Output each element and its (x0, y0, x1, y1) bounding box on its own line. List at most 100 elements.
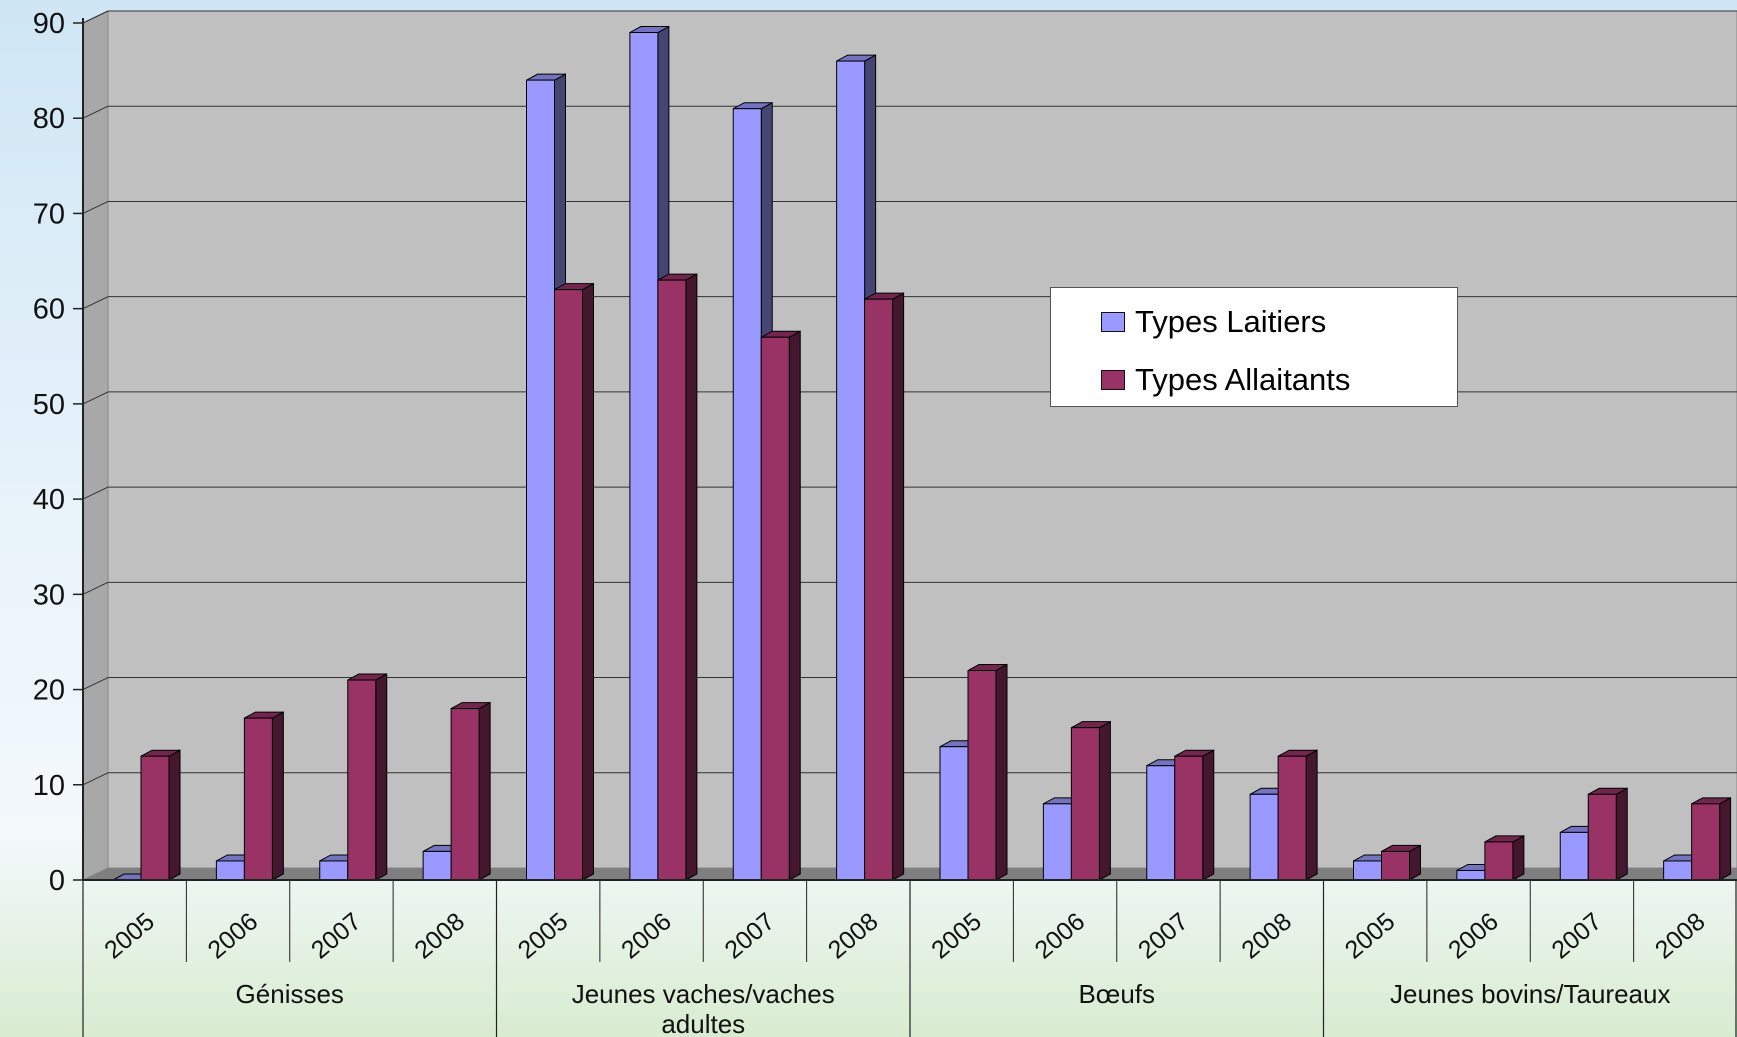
y-tick-label: 50 (33, 389, 65, 421)
x-tick-label: 2006 (1443, 907, 1504, 964)
gridline-side-40 (82, 486, 109, 500)
bar-front (939, 746, 969, 881)
bar-side (995, 663, 1008, 881)
bar-front (1587, 793, 1617, 881)
x-tick-label: 2008 (823, 907, 884, 964)
x-tick-label: 2007 (306, 907, 367, 964)
bar-front (1691, 803, 1721, 881)
bar-front (1381, 850, 1410, 881)
legend-label-series-1: Types Laitiers (1135, 304, 1327, 339)
bar-allaitants (1277, 749, 1318, 881)
bar-allaitants (864, 292, 905, 881)
x-tick-label: 2006 (616, 907, 677, 964)
bar-front (967, 670, 997, 881)
bar-front (836, 60, 866, 881)
bar-allaitants (967, 663, 1008, 881)
bar-side (1202, 749, 1215, 881)
bar-front (319, 860, 349, 881)
bar-allaitants (1070, 720, 1111, 881)
y-tick-label: 90 (33, 8, 65, 40)
bar-allaitants (760, 330, 801, 881)
x-group-label: adultes (661, 1009, 745, 1037)
bar-side (1098, 720, 1111, 881)
x-group-label: Génisses (236, 979, 344, 1009)
x-tick-label: 2005 (513, 907, 574, 964)
x-tick-label: 2008 (409, 907, 470, 964)
bar-front (140, 755, 170, 881)
bar-side (1615, 787, 1628, 881)
bar-side (892, 292, 905, 881)
plot-side-wall (82, 10, 109, 881)
chart-legend: Types Laitiers Types Allaitants (1050, 287, 1458, 407)
x-group-label: Jeunes vaches/vaches (572, 979, 835, 1009)
bar-allaitants (1484, 835, 1525, 881)
bar-front (1353, 860, 1382, 881)
bar-allaitants (1174, 749, 1215, 881)
gridline-side-90 (82, 10, 109, 24)
gridline-side-80 (82, 105, 109, 119)
bar-allaitants (140, 749, 181, 881)
gridline-side-60 (82, 296, 109, 310)
y-tick-label: 60 (33, 294, 65, 326)
legend-item-series-2: Types Allaitants (1101, 362, 1350, 398)
y-tick-label: 10 (33, 770, 65, 802)
x-tick-label: 2007 (1546, 907, 1607, 964)
legend-swatch-series-1 (1101, 312, 1125, 332)
y-tick-label: 80 (33, 103, 65, 135)
bar-allaitants (243, 711, 284, 881)
x-tick-label: 2005 (99, 907, 160, 964)
bar-allaitants (1587, 787, 1628, 881)
bar-front (450, 708, 480, 881)
bar-front (243, 717, 273, 881)
bar-side (1512, 835, 1525, 881)
bar-front (1146, 765, 1176, 881)
bar-allaitants (554, 282, 594, 881)
bar-front (1042, 803, 1072, 881)
bar-front (1663, 860, 1693, 881)
bar-front (1484, 841, 1514, 881)
bar-front (1277, 755, 1307, 881)
bar-side (1719, 796, 1732, 881)
y-tick-label: 40 (33, 484, 65, 516)
bar-front (422, 850, 452, 881)
bar-allaitants (347, 673, 388, 881)
bar-allaitants (450, 701, 491, 881)
y-tick-label: 70 (33, 198, 65, 230)
bar-front (526, 79, 555, 881)
legend-label-series-2: Types Allaitants (1135, 362, 1351, 397)
bar-side (375, 673, 388, 881)
bar-front (864, 298, 894, 881)
bar-front (1070, 727, 1100, 881)
x-tick-label: 2008 (1650, 907, 1711, 964)
gridline-side-10 (82, 772, 109, 786)
bar-front (732, 108, 762, 881)
x-group-label: Bœufs (1078, 979, 1155, 1009)
bar-front (215, 860, 245, 881)
y-tick-label: 30 (33, 579, 65, 611)
bar-allaitants (1691, 796, 1732, 881)
bar-side (271, 711, 284, 881)
bar-allaitants (657, 273, 698, 881)
gridline-side-50 (82, 391, 109, 405)
x-tick-label: 2006 (1030, 907, 1091, 964)
x-tick-label: 2008 (1236, 907, 1297, 964)
bar-side (478, 701, 491, 881)
gridline-side-70 (82, 200, 109, 214)
bar-front (1456, 869, 1486, 881)
legend-swatch-series-2 (1101, 370, 1125, 390)
x-tick-label: 2006 (203, 907, 264, 964)
x-group-label: Jeunes bovins/Taureaux (1390, 979, 1670, 1009)
bar-front (1174, 755, 1204, 881)
x-tick-label: 2005 (926, 907, 987, 964)
bar-side (788, 330, 801, 881)
bar-side (1305, 749, 1318, 881)
bar-side (685, 273, 698, 881)
bar-front (1249, 793, 1279, 881)
bar-front (1559, 831, 1589, 881)
y-tick-label: 0 (49, 865, 65, 897)
bar-front (347, 679, 377, 881)
x-tick-label: 2007 (1133, 907, 1194, 964)
bar-front (657, 279, 687, 881)
legend-item-series-1: Types Laitiers (1101, 304, 1326, 340)
